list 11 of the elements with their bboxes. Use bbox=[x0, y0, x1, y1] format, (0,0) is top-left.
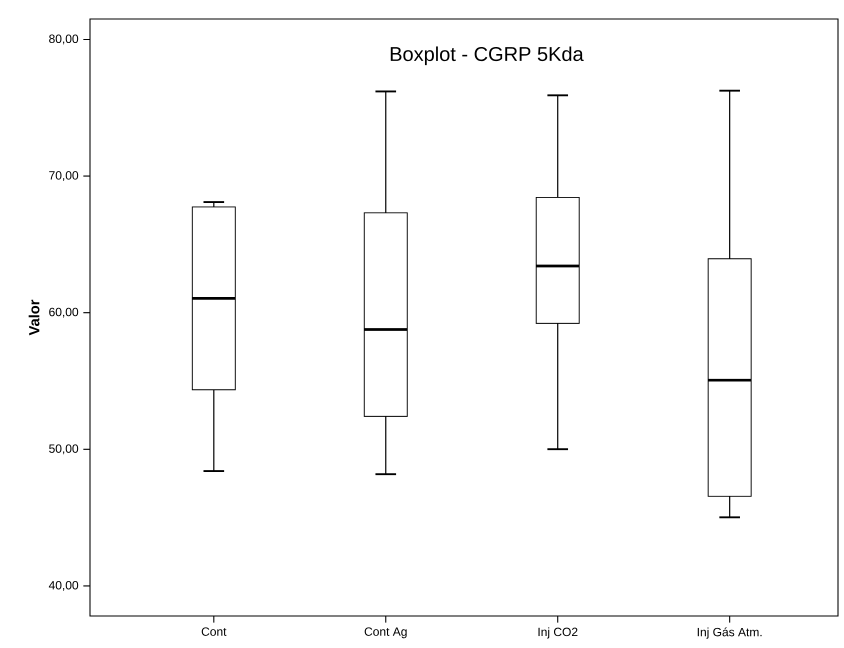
y-tick-label: 50,00 bbox=[49, 444, 78, 454]
x-tick-label: Inj CO2 bbox=[538, 627, 578, 639]
y-axis-title: Valor bbox=[28, 300, 40, 336]
text: Boxplot - CGRP 5Kda bbox=[390, 46, 584, 66]
x-tick-label: Inj Gás Atm. bbox=[698, 627, 762, 639]
y-tick-label: 60,00 bbox=[49, 308, 78, 318]
y-tick-label: 70,00 bbox=[49, 171, 78, 182]
y-tick-label: 80,00 bbox=[49, 34, 78, 44]
y-tick-label: 40,00 bbox=[48, 580, 78, 591]
x-tick-label: Cont bbox=[202, 627, 226, 636]
x-tick-label: Cont Ag bbox=[364, 627, 407, 638]
